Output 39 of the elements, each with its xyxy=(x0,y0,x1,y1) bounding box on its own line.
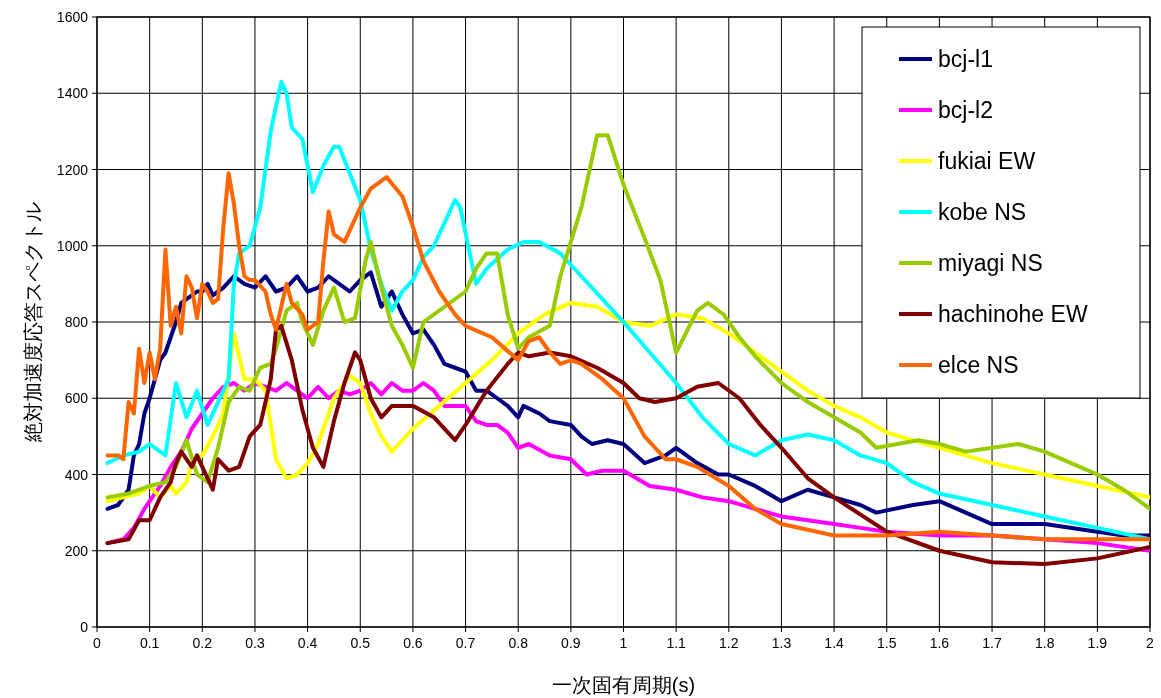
y-tick-label: 0 xyxy=(80,619,89,635)
legend-label: hachinohe EW xyxy=(938,301,1088,327)
y-tick-label: 1200 xyxy=(56,161,89,178)
legend-label: miyagi NS xyxy=(938,250,1043,276)
y-tick-label: 800 xyxy=(64,314,89,330)
y-tick-label: 400 xyxy=(64,466,89,483)
y-tick-label: 1400 xyxy=(56,85,89,102)
x-tick-label: 1.8 xyxy=(1034,635,1055,651)
x-tick-label: 0.1 xyxy=(139,635,160,651)
y-axis-title: 絶対加速度応答スペクトル xyxy=(22,202,44,443)
legend-label: fukiai EW xyxy=(938,148,1036,174)
x-tick-label: 1.2 xyxy=(719,635,739,651)
y-tick-label: 1600 xyxy=(56,9,89,25)
x-tick-label: 0.3 xyxy=(245,635,265,651)
x-tick-label: 2 xyxy=(1146,635,1155,651)
x-tick-label: 1.1 xyxy=(666,635,687,651)
x-tick-label: 0.4 xyxy=(297,635,318,651)
x-tick-label: 1.7 xyxy=(982,635,1002,651)
y-tick-label: 200 xyxy=(64,542,89,559)
x-tick-label: 0.6 xyxy=(403,635,423,651)
x-axis-title: 一次固有周期(s) xyxy=(551,674,696,696)
legend-label: elce NS xyxy=(938,352,1019,378)
x-tick-label: 1.5 xyxy=(877,635,897,651)
x-tick-label: 1 xyxy=(619,635,628,651)
x-tick-label: 0.2 xyxy=(192,635,213,651)
x-tick-label: 0.7 xyxy=(455,635,476,651)
x-tick-label: 1.6 xyxy=(929,635,950,651)
x-tick-label: 0.8 xyxy=(508,635,529,651)
x-tick-label: 0.5 xyxy=(350,635,371,651)
legend-label: bcj-l2 xyxy=(938,97,993,123)
y-tick-label: 1000 xyxy=(56,237,89,254)
x-tick-label: 1.3 xyxy=(771,635,792,651)
x-tick-label: 1.9 xyxy=(1087,635,1108,651)
legend-label: bcj-l1 xyxy=(938,46,993,72)
x-tick-label: 1.4 xyxy=(824,635,845,651)
x-tick-label: 0.9 xyxy=(561,635,581,651)
y-tick-label: 600 xyxy=(64,390,89,407)
legend-label: kobe NS xyxy=(938,199,1027,225)
x-tick-label: 0 xyxy=(93,635,102,651)
